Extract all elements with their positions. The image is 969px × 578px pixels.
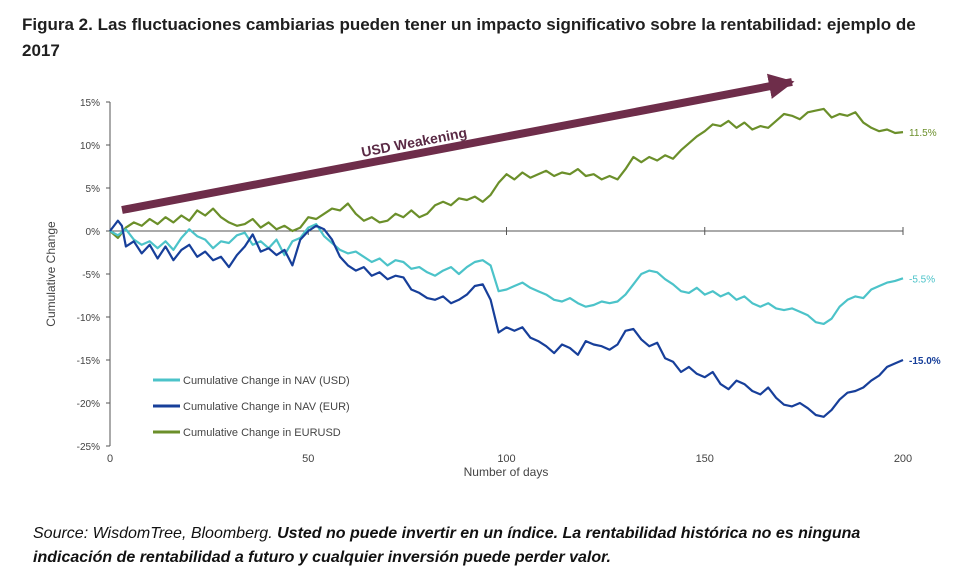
y-tick-label: 10% (80, 141, 100, 152)
y-tick-label: 5% (86, 184, 101, 195)
legend-label-usd: Cumulative Change in NAV (USD) (183, 375, 350, 387)
y-tick-label: 0% (86, 227, 101, 238)
chart-end-labels: -5.5% -15.0% 11.5% (909, 128, 941, 367)
legend-label-eurusd: Cumulative Change in EURUSD (183, 427, 341, 439)
source-label: Source: WisdomTree, Bloomberg. (33, 525, 273, 542)
y-tick-label: -10% (77, 313, 100, 324)
x-tick-label: 50 (302, 453, 314, 465)
y-axis-label: Cumulative Change (44, 221, 58, 327)
x-tick-label: 0 (107, 453, 113, 465)
end-label-eur: -15.0% (909, 356, 941, 367)
y-tick-label: -25% (77, 442, 100, 453)
chart-series (109, 107, 904, 418)
usd-weakening-arrow (121, 73, 795, 214)
series-line-usd (109, 223, 904, 325)
y-tick-label: -15% (77, 356, 100, 367)
end-label-eurusd: 11.5% (909, 128, 937, 139)
disclaimer-text: Usted no puede invertir en un índice. La… (33, 525, 861, 566)
line-chart: 15% 10% 5% 0% -5% -10% -15% -20% -25% 0 50 100 150 20… (44, 73, 941, 479)
chart-axes: 15% 10% 5% 0% -5% -10% -15% -20% -25% 0 50 100 150 20… (77, 98, 913, 465)
source-note: Source: WisdomTree, Bloomberg. Usted no … (33, 522, 933, 570)
x-tick-label: 100 (497, 453, 515, 465)
figure-title: Figura 2. Las fluctuaciones cambiarias p… (22, 15, 916, 60)
x-tick-label: 200 (894, 453, 912, 465)
x-axis-label: Number of days (464, 465, 549, 479)
legend-label-eur: Cumulative Change in NAV (EUR) (183, 401, 350, 413)
y-tick-label: -5% (82, 270, 100, 281)
chart-legend: Cumulative Change in NAV (USD) Cumulative… (153, 375, 350, 439)
series-line-eurusd (109, 107, 904, 239)
y-tick-label: 15% (80, 98, 100, 109)
x-tick-label: 150 (696, 453, 714, 465)
y-tick-label: -20% (77, 399, 100, 410)
series-line-eur (109, 219, 904, 418)
end-label-usd: -5.5% (909, 274, 935, 285)
